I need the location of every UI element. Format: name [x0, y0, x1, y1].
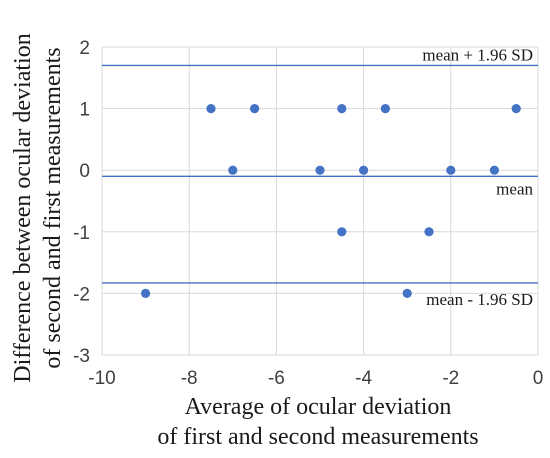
data-point	[402, 288, 412, 298]
data-point	[315, 165, 325, 175]
y-tick-label: -2	[73, 284, 90, 305]
data-point	[206, 104, 216, 114]
x-axis-title-line-1: Average of ocular deviation	[185, 394, 452, 420]
reference-line-label: mean	[496, 179, 533, 198]
data-point	[446, 165, 456, 175]
data-point	[228, 165, 238, 175]
x-tick-label: -6	[268, 368, 285, 389]
data-point	[337, 227, 347, 237]
x-tick-label: -4	[355, 368, 372, 389]
y-tick-label: 0	[79, 161, 90, 182]
data-point	[489, 165, 499, 175]
data-points	[141, 104, 521, 298]
grid	[101, 46, 539, 356]
reference-lines: mean + 1.96 SD mean mean - 1.96 SD	[102, 45, 538, 309]
y-tick-label: 2	[79, 38, 90, 59]
y-tick-label: -3	[73, 346, 90, 367]
x-tick-label: 0	[533, 368, 544, 389]
data-point	[141, 288, 151, 298]
data-point	[250, 104, 260, 114]
data-point	[337, 104, 347, 114]
x-tick-label: -8	[181, 368, 198, 389]
y-axis-title-line-1: Difference between ocular deviation	[10, 33, 36, 382]
data-point	[380, 104, 390, 114]
y-axis-title: Difference between ocular deviation of s…	[10, 33, 66, 382]
data-point	[511, 104, 521, 114]
reference-line-label: mean + 1.96 SD	[422, 45, 533, 64]
y-axis-title-line-2: of second and first measurements	[40, 47, 66, 368]
x-axis-title-line-2: of first and second measurements	[157, 424, 478, 450]
data-point	[359, 165, 369, 175]
y-tick-label: 1	[79, 100, 90, 121]
y-tick-label: -1	[73, 223, 90, 244]
x-tick-label: -2	[442, 368, 459, 389]
data-point	[424, 227, 434, 237]
x-tick-label: -10	[88, 368, 115, 389]
reference-line-label: mean - 1.96 SD	[426, 290, 533, 309]
